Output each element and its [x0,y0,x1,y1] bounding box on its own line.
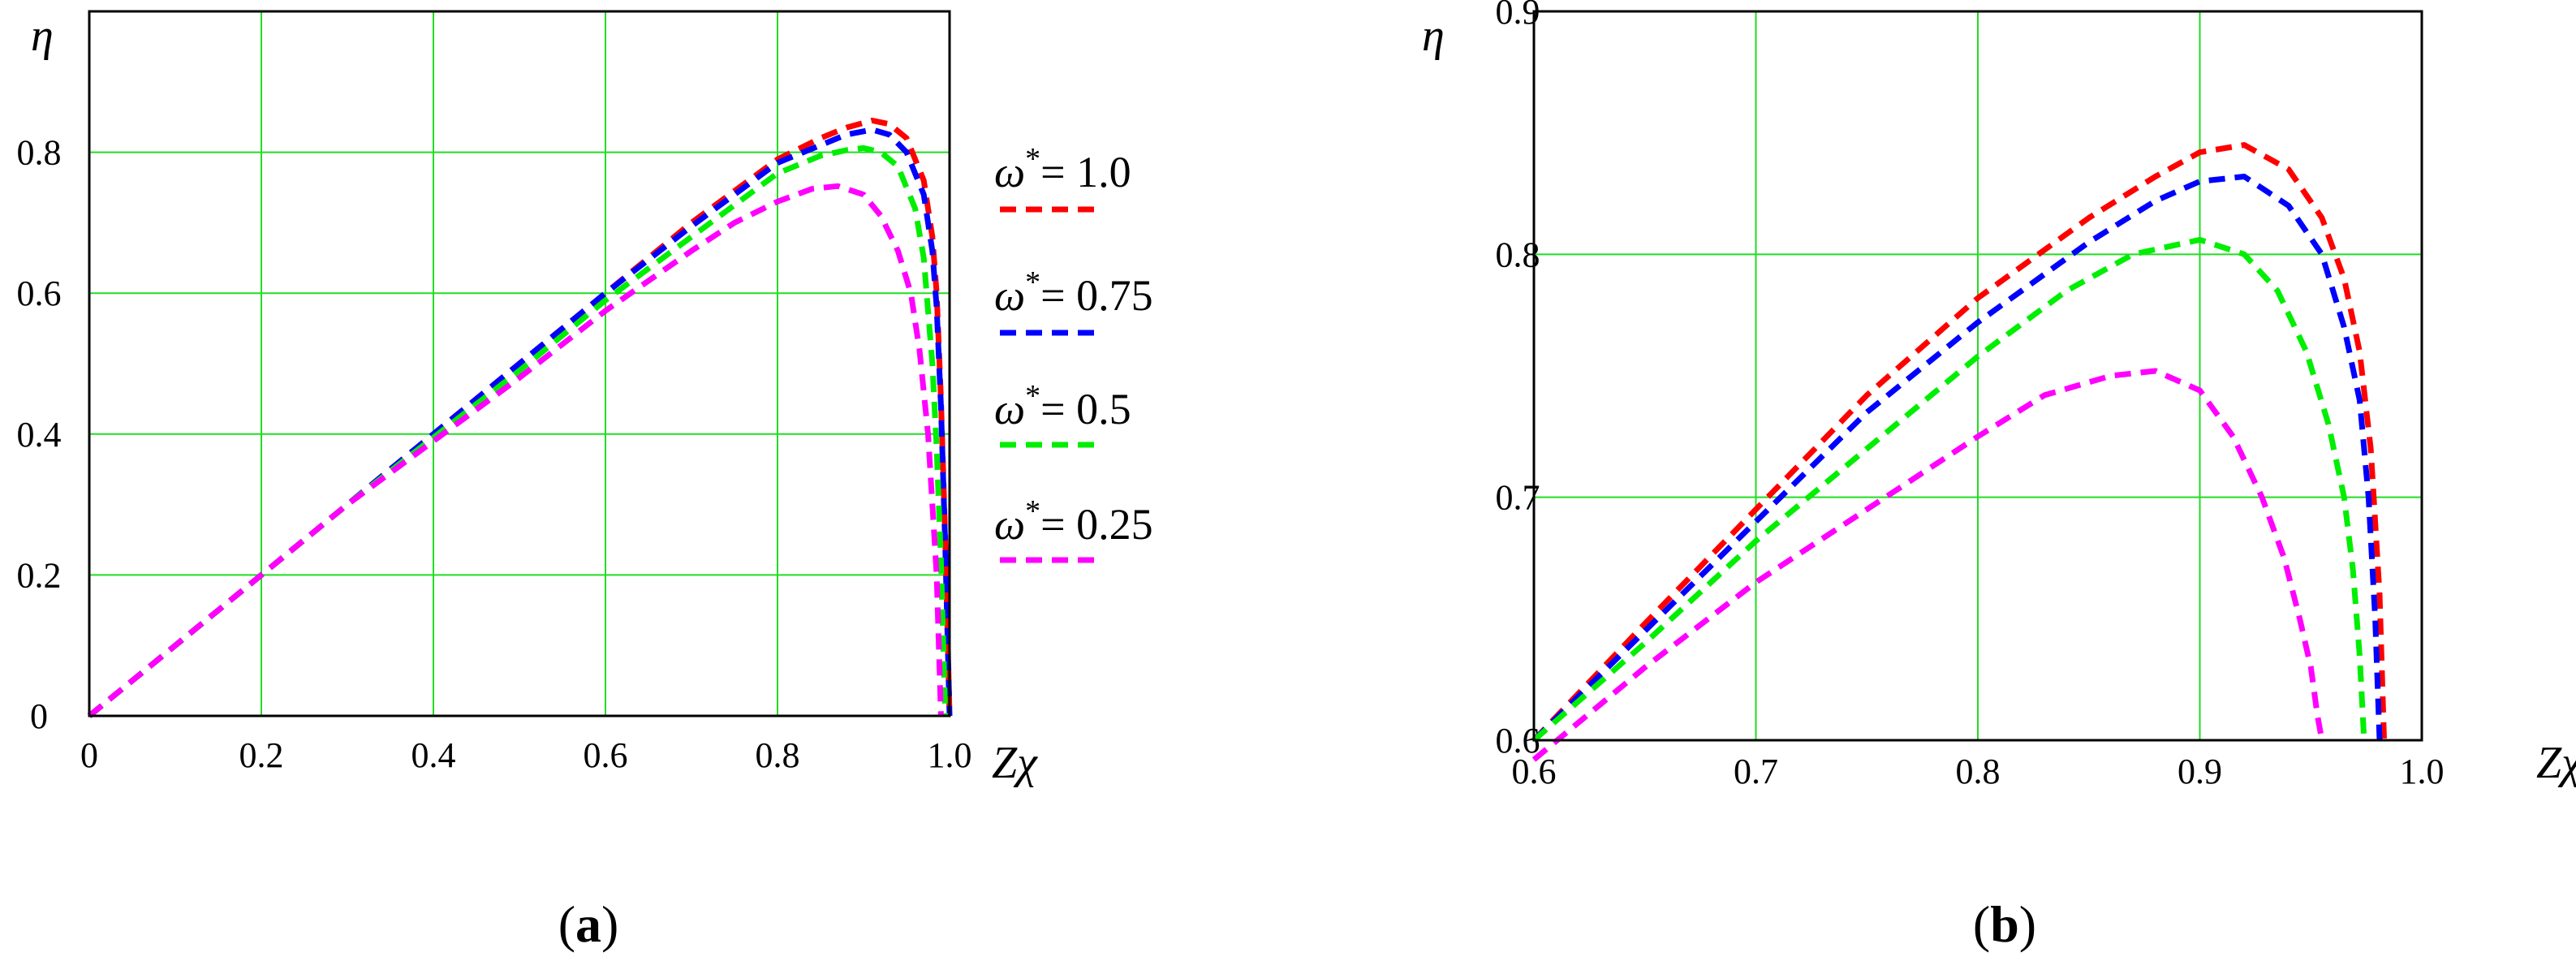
legend-label-3: ω*= 0.25 [994,494,1153,549]
x-tick-label: 0.9 [2178,752,2222,791]
series-line-b-0 [1531,142,2387,743]
series-line-a-1 [87,127,953,718]
grid-b [1534,11,2422,740]
x-axis-label-b: Zχ [2536,738,2576,788]
x-tick-label: 0.4 [411,735,456,775]
series-line-b-2 [1531,236,2367,743]
legend-label-2: ω*= 0.5 [994,379,1131,433]
series-group-b [1531,142,2387,762]
x-tick-label: 0 [80,735,98,775]
y-axis-label-b: η [1422,11,1445,61]
series-group-a [87,118,953,718]
x-tick-label: 0.7 [1734,752,1778,791]
grid-a [89,11,950,716]
panel-label-a: (a) [558,895,619,953]
y-tick-label: 0.8 [17,133,62,173]
x-tick-label: 0.2 [239,735,284,775]
x-tick-label: 0.8 [1956,752,2001,791]
series-line-b-3 [1531,368,2325,762]
x-tick-label: 0.6 [1512,752,1557,791]
legend: ω*= 1.0 ω*= 0.75 ω*= 0.5 ω*= 0.25 [994,142,1153,563]
x-axis-label-a: Zχ [992,738,1038,788]
y-tick-label: 0.2 [17,555,62,595]
tick-labels-a: 0 0.2 0.4 0.6 0.8 1.0 0 0.2 0.4 0.6 0.8 [17,133,972,775]
series-line-a-0 [87,118,953,718]
y-tick-label: 0.6 [1496,721,1540,761]
chart-panel-b: 0.6 0.7 0.8 0.9 1.0 0.6 0.7 0.8 0.9 η Zχ (b) [1422,0,2576,953]
panel-label-b: (b) [1973,895,2036,953]
legend-label-1: ω*= 0.75 [994,265,1153,320]
legend-label-0: ω*= 1.0 [994,142,1131,196]
y-tick-label: 0.8 [1496,235,1540,274]
x-tick-label: 1.0 [2400,752,2445,791]
y-tick-label: 0.7 [1496,478,1540,518]
x-tick-label: 0.8 [756,735,800,775]
x-tick-label: 0.6 [584,735,628,775]
y-axis-label-a: η [31,11,54,61]
plot-frame-b [1532,10,2423,742]
panel-letter-a: a [575,895,601,953]
y-tick-label: 0.9 [1496,0,1540,32]
chart-panel-a: 0 0.2 0.4 0.6 0.8 1.0 0 0.2 0.4 0.6 0.8 η Zχ ω*= 1… [17,10,1153,953]
series-line-a-3 [87,183,944,718]
tick-labels-b: 0.6 0.7 0.8 0.9 1.0 0.6 0.7 0.8 0.9 [1496,0,2445,791]
y-tick-label: 0.4 [17,415,62,455]
x-tick-label: 1.0 [928,735,972,775]
series-line-a-2 [87,144,949,718]
y-tick-label: 0.6 [17,274,62,313]
plot-frame-a [88,10,951,718]
series-line-b-1 [1531,174,2383,743]
panel-letter-b: b [1990,895,2019,953]
y-tick-label: 0 [30,696,48,736]
